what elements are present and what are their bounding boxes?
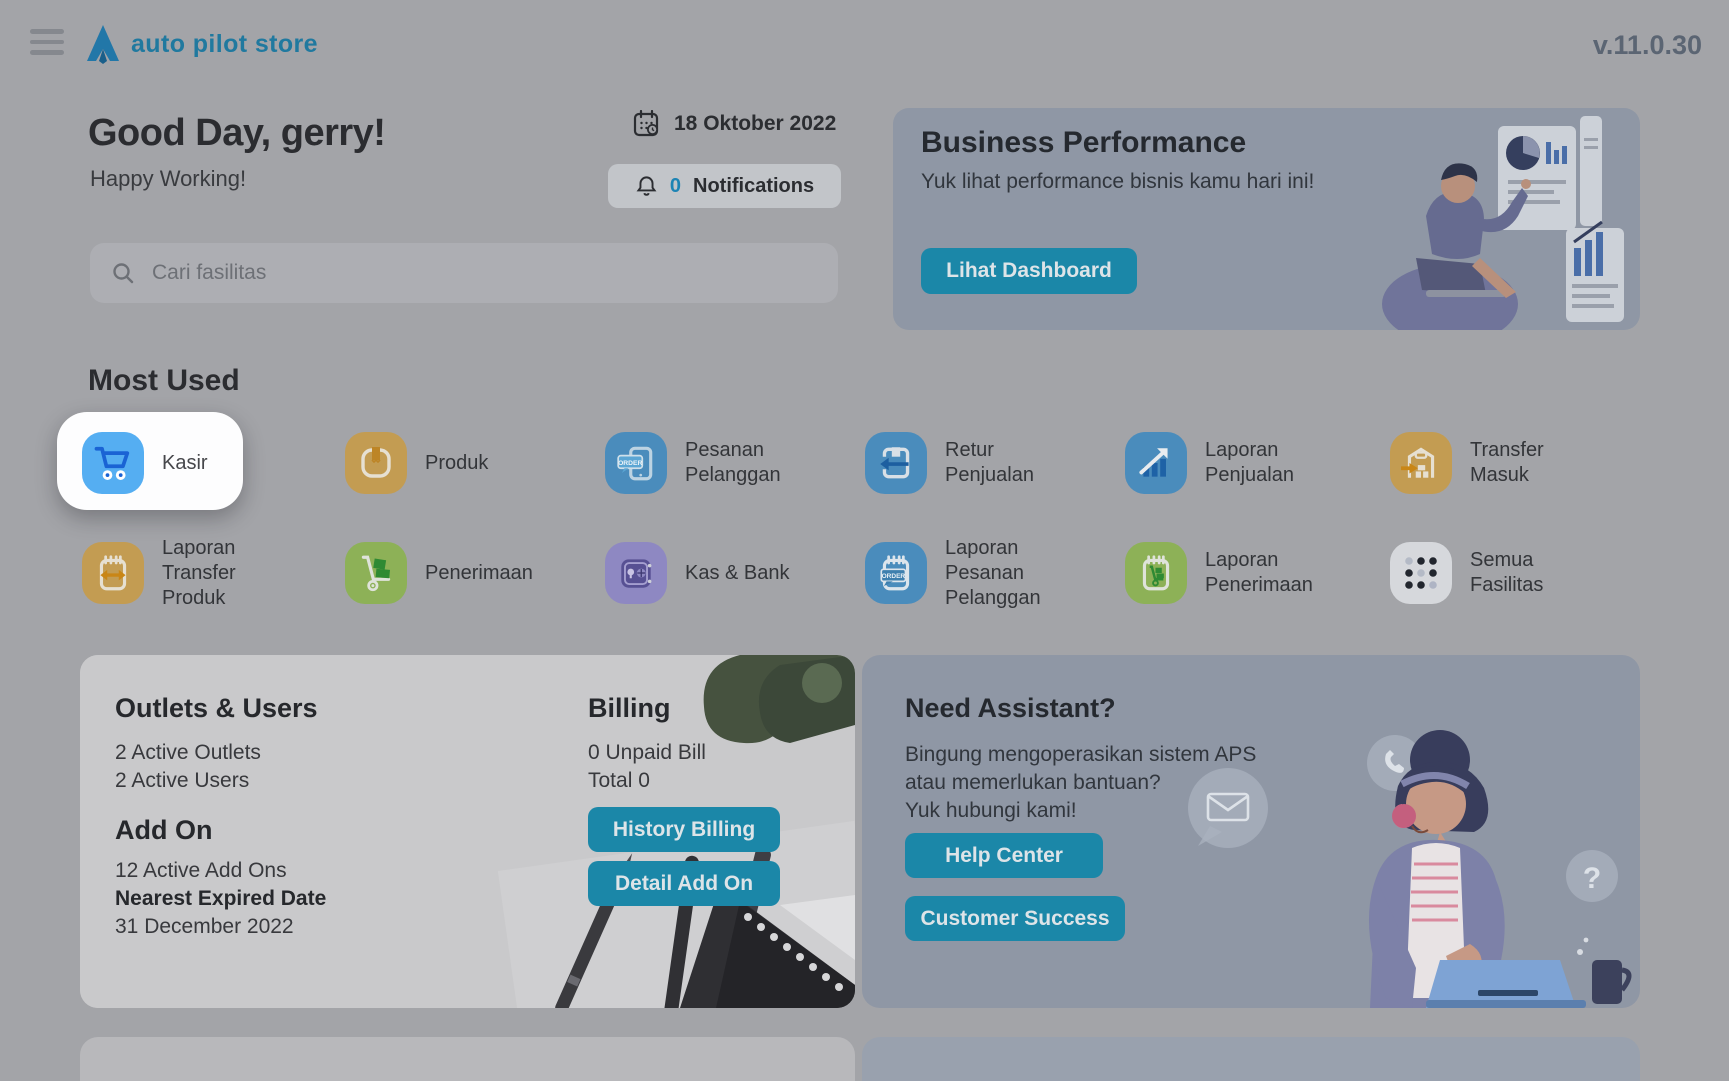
laporan-penjualan-tile — [1125, 432, 1187, 494]
facility-laporan-pesanan-pelanggan[interactable]: ORDER Laporan Pesanan Pelanggan — [865, 537, 1125, 609]
billing-total-line: Total 0 — [588, 769, 650, 792]
facility-semua-fasilitas[interactable]: Semua Fasilitas — [1390, 542, 1650, 604]
facility-label: Laporan Pesanan Pelanggan — [945, 536, 1041, 609]
business-performance-subtitle: Yuk lihat performance bisnis kamu hari i… — [921, 170, 1315, 193]
svg-text:?: ? — [1583, 862, 1601, 895]
business-performance-card: Business Performance Yuk lihat performan… — [893, 108, 1640, 330]
history-billing-button[interactable]: History Billing — [588, 807, 780, 852]
facility-label: Laporan Transfer Produk — [162, 536, 236, 609]
sales-chart-icon — [1139, 448, 1168, 477]
help-center-button[interactable]: Help Center — [905, 833, 1103, 878]
need-assistant-title: Need Assistant? — [905, 693, 1116, 723]
facility-label: Semua Fasilitas — [1470, 549, 1544, 596]
outlets-users-title: Outlets & Users — [115, 693, 318, 723]
assistant-line-3: Yuk hubungi kami! — [905, 799, 1077, 822]
analytics-person-illustration — [1382, 116, 1624, 330]
nearest-expired-title: Nearest Expired Date — [115, 887, 327, 910]
billing-title: Billing — [588, 693, 671, 723]
facility-laporan-penjualan[interactable]: Laporan Penjualan — [1125, 432, 1385, 494]
facility-search — [90, 243, 838, 303]
svg-text:ORDER: ORDER — [882, 573, 906, 580]
facility-label: Kasir — [162, 451, 208, 474]
date-row: 18 Oktober 2022 — [633, 110, 836, 138]
calendar-icon — [633, 110, 659, 137]
retur-penjualan-tile — [865, 432, 927, 494]
kas-bank-tile — [605, 542, 667, 604]
facility-label: Transfer Masuk — [1470, 439, 1544, 486]
facility-label: Penerimaan — [425, 561, 533, 584]
paper-plane-logo-icon — [87, 25, 119, 64]
return-box-icon — [880, 447, 910, 479]
svg-text:ORDER: ORDER — [618, 460, 642, 467]
handtruck-icon — [361, 555, 391, 592]
box-icon — [361, 447, 391, 478]
safe-icon — [621, 559, 652, 588]
active-outlets-line: 2 Active Outlets — [115, 741, 261, 764]
nearest-expired-date: 31 December 2022 — [115, 915, 294, 938]
assistant-line-2: atau memerlukan bantuan? — [905, 771, 1161, 794]
assistant-line-1: Bingung mengoperasikan sistem APS — [905, 743, 1257, 766]
partial-card-right — [862, 1037, 1640, 1081]
order-report-icon: ORDER — [880, 555, 910, 591]
need-assistant-card: Need Assistant? Bingung mengoperasikan s… — [862, 655, 1640, 1008]
current-date: 18 Oktober 2022 — [674, 112, 837, 135]
facility-retur-penjualan[interactable]: Retur Penjualan — [865, 432, 1125, 494]
support-agent-illustration: ? — [1188, 730, 1632, 1008]
facility-penerimaan[interactable]: Penerimaan — [345, 542, 605, 604]
notification-label: Notifications — [693, 174, 815, 197]
partial-card-left — [80, 1037, 855, 1081]
facility-label: Laporan Penerimaan — [1205, 549, 1313, 596]
facility-label: Retur Penjualan — [945, 439, 1034, 486]
hamburger-menu-icon[interactable] — [30, 29, 66, 59]
facility-produk[interactable]: Produk — [345, 432, 605, 494]
active-users-line: 2 Active Users — [115, 769, 250, 792]
receiving-report-icon — [1142, 555, 1170, 591]
search-icon — [113, 263, 134, 284]
facility-laporan-transfer-produk[interactable]: Laporan Transfer Produk — [82, 537, 342, 609]
facility-label: Pesanan Pelanggan — [685, 439, 781, 486]
notification-count: 0 — [669, 174, 681, 197]
facility-label: Produk — [425, 451, 489, 474]
bell-icon — [636, 176, 657, 196]
semua-fasilitas-tile — [1390, 542, 1452, 604]
facility-transfer-masuk[interactable]: Transfer Masuk — [1390, 432, 1650, 494]
search-input[interactable] — [150, 260, 816, 286]
active-addons-line: 12 Active Add Ons — [115, 859, 287, 882]
business-performance-title: Business Performance — [921, 126, 1247, 159]
app-logo: auto pilot store — [85, 24, 318, 64]
warehouse-in-icon — [1401, 447, 1435, 478]
penerimaan-tile — [345, 542, 407, 604]
transfer-report-icon — [99, 555, 127, 591]
facility-label: Laporan Penjualan — [1205, 439, 1294, 486]
app-version: v.11.0.30 — [1592, 30, 1702, 60]
lihat-dashboard-button[interactable]: Lihat Dashboard — [921, 248, 1137, 294]
most-used-heading: Most Used — [88, 364, 240, 397]
laporan-penerimaan-tile — [1125, 542, 1187, 604]
app-logo-text: auto pilot store — [131, 29, 318, 58]
facility-label: Kas & Bank — [685, 561, 790, 584]
facility-pesanan-pelanggan[interactable]: ORDER Pesanan Pelanggan — [605, 432, 865, 494]
grid-dots-icon — [1405, 557, 1437, 589]
pesanan-pelanggan-tile: ORDER — [605, 432, 667, 494]
customer-success-button[interactable]: Customer Success — [905, 896, 1125, 941]
facility-kas-bank[interactable]: Kas & Bank — [605, 542, 865, 604]
addon-title: Add On — [115, 815, 213, 845]
cart-icon — [94, 446, 130, 480]
facility-kasir[interactable]: Kasir — [82, 432, 342, 494]
laporan-transfer-produk-tile — [82, 542, 144, 604]
transfer-masuk-tile — [1390, 432, 1452, 494]
facility-laporan-penerimaan[interactable]: Laporan Penerimaan — [1125, 542, 1385, 604]
greeting-subtitle: Happy Working! — [90, 166, 247, 191]
detail-addon-button[interactable]: Detail Add On — [588, 861, 780, 906]
laporan-pesanan-pelanggan-tile: ORDER — [865, 542, 927, 604]
produk-tile — [345, 432, 407, 494]
unpaid-bill-line: 0 Unpaid Bill — [588, 741, 706, 764]
greeting-title: Good Day, gerry! — [88, 112, 386, 154]
outlets-users-card: Outlets & Users 2 Active Outlets 2 Activ… — [80, 655, 855, 1008]
notifications-button[interactable]: 0 Notifications — [608, 164, 841, 208]
kasir-tile — [82, 432, 144, 494]
order-phone-icon: ORDER — [617, 446, 653, 481]
